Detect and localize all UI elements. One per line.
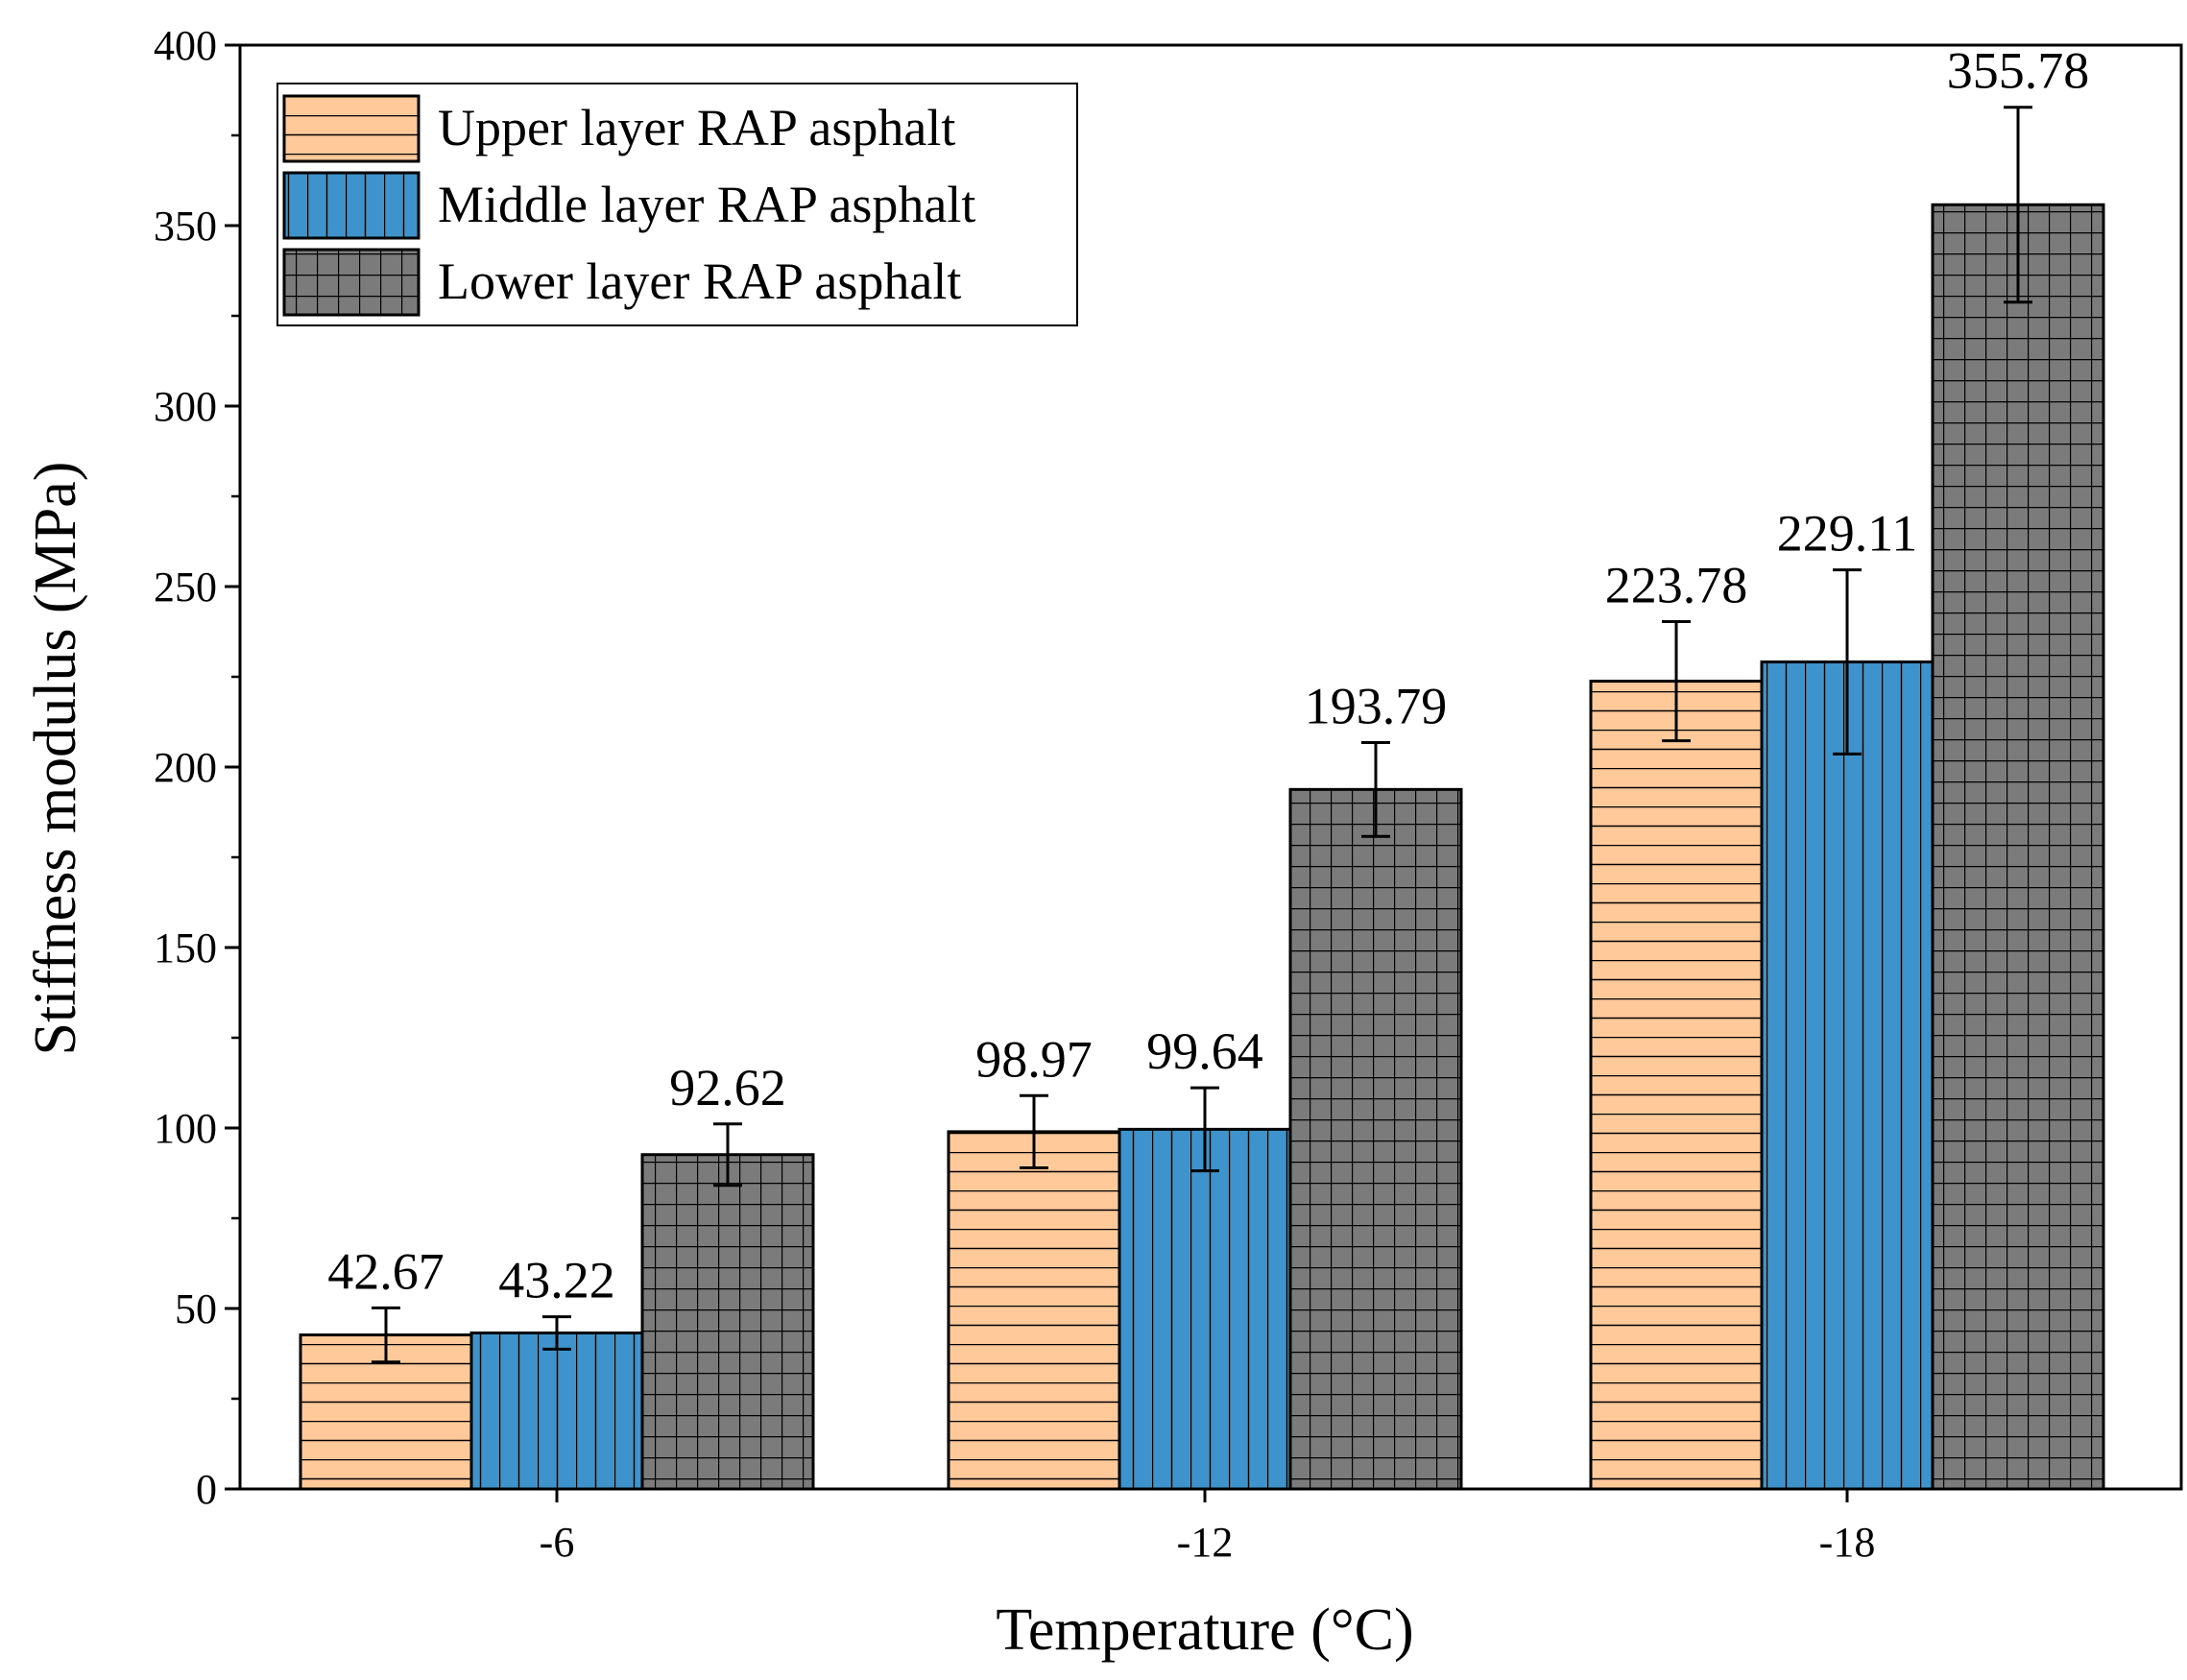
x-tick-label: -6 xyxy=(540,1519,575,1566)
y-axis-title: Stiffness modulus (MPa) xyxy=(23,462,88,1056)
bar xyxy=(1288,787,1463,1491)
error-bars xyxy=(372,106,2032,1364)
x-tick-label: -12 xyxy=(1177,1519,1234,1566)
data-label: 92.62 xyxy=(669,1059,786,1116)
bar xyxy=(947,1130,1121,1491)
data-label: 42.67 xyxy=(327,1242,445,1300)
data-label: 229.11 xyxy=(1777,505,1918,563)
legend-label: Middle layer RAP asphalt xyxy=(438,176,975,233)
legend-swatch xyxy=(282,248,421,317)
x-tick-label: -18 xyxy=(1819,1519,1876,1566)
y-tick-label: 0 xyxy=(196,1466,217,1513)
plot-frame xyxy=(238,43,2183,1491)
y-tick-label: 100 xyxy=(154,1105,217,1152)
bar xyxy=(469,1331,644,1491)
legend-label: Lower layer RAP asphalt xyxy=(438,252,961,310)
y-tick-label: 200 xyxy=(154,744,217,791)
data-label: 43.22 xyxy=(498,1252,615,1309)
legend: Upper layer RAP asphalt Middle layer RAP … xyxy=(276,83,1078,326)
y-tick-label: 50 xyxy=(175,1285,217,1332)
data-label: 99.64 xyxy=(1146,1022,1263,1080)
data-label: 193.79 xyxy=(1305,677,1448,734)
y-axis-ticks: 0 50 100 150 200 250 300 350 400 xyxy=(154,22,240,1513)
bar xyxy=(1931,203,2105,1491)
bar xyxy=(1760,660,1935,1491)
legend-label: Upper layer RAP asphalt xyxy=(438,99,955,156)
bar xyxy=(1118,1127,1292,1491)
data-label: 223.78 xyxy=(1605,557,1748,614)
data-label: 355.78 xyxy=(1947,42,2090,100)
data-labels: 42.67 43.22 92.62 98.97 99.64 193.79 223.78 229… xyxy=(327,42,2089,1309)
data-label: 98.97 xyxy=(975,1030,1093,1088)
bars xyxy=(299,203,2105,1491)
x-axis-ticks: -6 -12 -18 xyxy=(540,1489,1876,1566)
legend-swatch xyxy=(282,171,421,240)
y-tick-label: 250 xyxy=(154,564,217,611)
x-axis-title: Temperature (°C) xyxy=(996,1597,1413,1663)
y-tick-label: 350 xyxy=(154,203,217,250)
legend-swatch xyxy=(282,94,421,163)
y-tick-label: 400 xyxy=(154,22,217,69)
y-tick-label: 150 xyxy=(154,924,217,972)
bar xyxy=(640,1153,815,1491)
bar xyxy=(1589,680,1764,1491)
y-tick-label: 300 xyxy=(154,383,217,430)
